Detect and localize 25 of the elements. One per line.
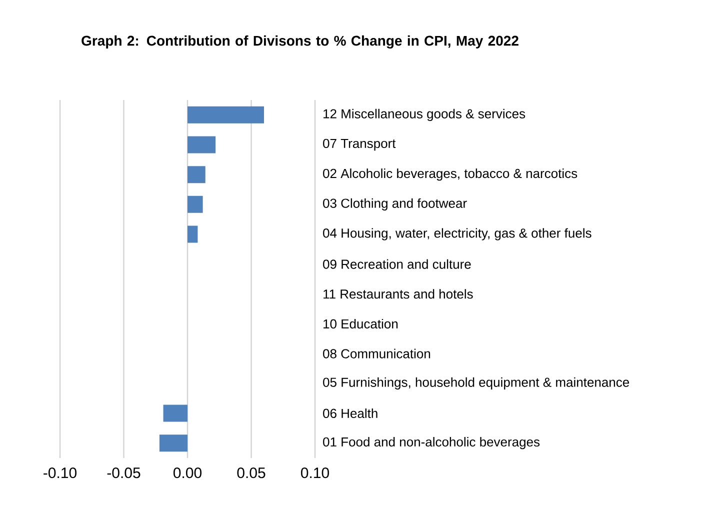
y-tick-label: 09 Recreation and culture — [323, 259, 471, 269]
bar — [188, 166, 206, 184]
y-tick-label: 06 Health — [323, 408, 378, 418]
bar — [188, 196, 203, 213]
y-tick-label: 05 Furnishings, household equipment & maintenance — [323, 377, 630, 390]
x-tick-label: 0.05 — [237, 468, 266, 478]
y-tick-label: 11 Restaurants and hotels — [324, 289, 473, 299]
bar — [188, 136, 216, 154]
y-tick-label: 04 Housing, water, electricity, gas & other fuels — [323, 228, 592, 240]
y-tick-label: 08 Communication — [323, 348, 430, 358]
x-tick-label: 0.00 — [173, 468, 202, 478]
bar — [163, 404, 188, 422]
x-tick-label: -0.05 — [107, 468, 140, 478]
x-tick-label: 0.10 — [300, 468, 330, 478]
y-tick-label: 12 Miscellaneous goods & services — [324, 108, 526, 121]
y-tick-label: 10 Education — [324, 318, 398, 329]
y-tick-label: 03 Clothing and footwear — [323, 198, 467, 210]
y-tick-label: 07 Transport — [323, 138, 396, 151]
bar — [159, 434, 188, 452]
x-tick-label: -0.10 — [44, 468, 77, 478]
y-tick-label: 02 Alcoholic beverages, tobacco & narcotics — [323, 168, 578, 181]
chart-title: Graph 2: Contribution of Divisons to % Change in CPI, May 2022 — [82, 35, 518, 49]
bar — [188, 106, 264, 124]
y-tick-label: 01 Food and non-alcoholic beverages — [323, 437, 540, 450]
bar — [188, 226, 198, 243]
